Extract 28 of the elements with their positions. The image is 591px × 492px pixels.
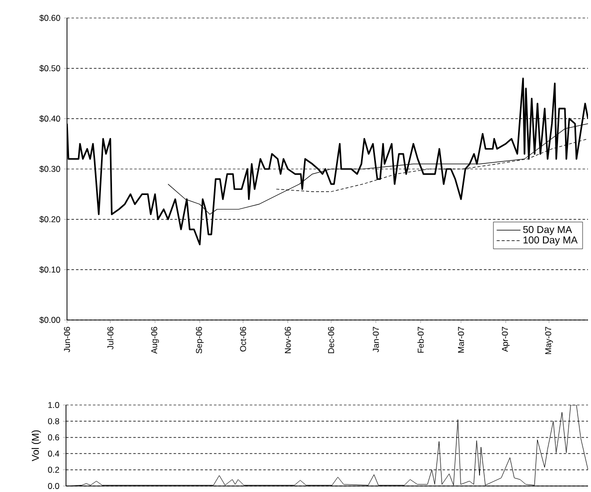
- x-tick-label: Jan-07: [372, 326, 379, 352]
- y-tick-label: 0.8: [48, 418, 60, 424]
- x-tick-label: Mar-07: [458, 326, 464, 352]
- y-tick-label: $0.30: [39, 165, 60, 172]
- y-tick-label: $0.50: [39, 64, 60, 72]
- y-tick-label: 0.4: [48, 450, 60, 456]
- y-axis-title: Vol (M): [32, 430, 41, 462]
- legend-label: 100 Day MA: [524, 236, 578, 246]
- x-tick-label: Sep-06: [196, 326, 204, 354]
- x-tick-label: May-07: [545, 326, 553, 354]
- x-tick-label: Jun-06: [64, 326, 70, 352]
- x-tick-label: Oct-06: [240, 326, 246, 352]
- x-tick-label: Apr-07: [502, 326, 510, 352]
- y-tick-label: 0.6: [48, 434, 60, 440]
- y-tick-label: 0.2: [48, 466, 60, 473]
- legend-label: 50 Day MA: [523, 226, 572, 235]
- y-tick-label: $0.40: [39, 115, 60, 122]
- y-tick-label: $0.60: [39, 14, 60, 22]
- y-tick-label: 1.0: [48, 402, 60, 408]
- x-tick-label: Nov-06: [284, 326, 291, 353]
- y-tick-label: $0.10: [39, 266, 60, 273]
- x-tick-label: Jul-06: [107, 326, 114, 350]
- y-tick-label: $0.00: [39, 316, 60, 324]
- y-tick-label: 0.0: [48, 482, 60, 489]
- x-tick-label: Aug-06: [151, 326, 159, 354]
- y-tick-label: $0.20: [39, 216, 60, 223]
- x-tick-label: Feb-07: [417, 326, 424, 352]
- x-tick-label: Dec-06: [328, 326, 334, 353]
